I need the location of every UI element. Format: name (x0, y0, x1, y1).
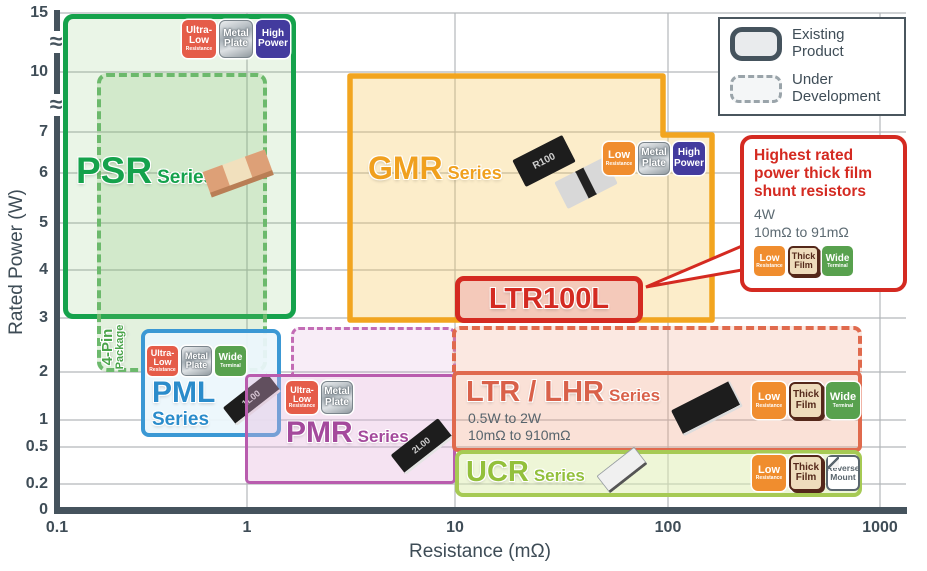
thick-film-badge: Thick Film (789, 382, 823, 419)
y-tick: 0 (39, 501, 48, 518)
ltr-lhr-resistance-spec: 10mΩ to 910mΩ (468, 427, 571, 443)
under-development-symbol (730, 75, 782, 104)
x-tick: 10 (446, 519, 464, 536)
low-resistance-badge: Low Resistance (603, 142, 635, 175)
ltr100l-annotation: Highest rated power thick film shunt res… (740, 135, 907, 292)
ultra-low-resistance-badge: Ultra- Low Resistance (147, 346, 178, 376)
metal-plate-badge: Metal Plate (321, 381, 353, 414)
wide-terminal-badge: Wide Terminal (822, 246, 853, 277)
x-tick: 1000 (862, 519, 898, 536)
low-resistance-badge: Low Resistance (752, 382, 786, 419)
high-power-badge: High Power (256, 20, 290, 58)
gmr-series-title: GMR Series (368, 150, 502, 186)
annotation-range: 10mΩ to 91mΩ (754, 224, 849, 241)
x-axis (54, 507, 907, 514)
legend-under-development: Under Development (730, 72, 894, 106)
low-resistance-badge: Low Resistance (752, 455, 786, 491)
ltr-lhr-power-spec: 0.5W to 2W (468, 410, 542, 426)
annotation-heading: Highest rated power thick film shunt res… (754, 147, 872, 200)
ltr-lhr-feature-badges: Low Resistance Thick Film Wide Terminal (752, 382, 860, 419)
gmr-feature-badges: Low Resistance Metal Plate High Power (603, 142, 705, 175)
four-pin-package-label: 4-Pin Package (99, 324, 126, 370)
ucr-feature-badges: Low Resistance Thick Film Reverse Mount (752, 455, 860, 491)
y-tick: 15 (30, 4, 48, 21)
annotation-power: 4W (754, 205, 775, 222)
wide-terminal-badge: Wide Terminal (826, 382, 860, 419)
metal-plate-badge: Metal Plate (181, 346, 212, 376)
pml-feature-badges: Ultra- Low Resistance Metal Plate Wide T… (147, 346, 246, 376)
reverse-mount-badge: Reverse Mount (826, 455, 860, 491)
page-fold-icon (828, 457, 839, 468)
high-power-badge: High Power (673, 142, 705, 175)
metal-plate-badge: Metal Plate (638, 142, 670, 175)
x-tick: 100 (654, 519, 682, 536)
y-tick: 0.2 (25, 475, 48, 492)
y-axis (54, 10, 60, 514)
metal-plate-badge: Metal Plate (219, 20, 253, 58)
wide-terminal-badge: Wide Terminal (215, 346, 246, 376)
y-tick: 1 (39, 411, 48, 428)
x-tick: 1 (242, 519, 252, 536)
x-axis-label: Resistance (mΩ) (409, 541, 551, 562)
ultra-low-resistance-badge: Ultra- Low Resistance (286, 381, 318, 414)
pmr-series-title: PMR Series (286, 416, 409, 449)
y-tick: 3 (39, 309, 48, 326)
psr-series-title: PSR Series (76, 150, 215, 191)
y-tick: 5 (39, 214, 48, 231)
y-tick: 7 (39, 123, 48, 140)
x-tick: 0.1 (45, 519, 69, 536)
thick-film-badge: Thick Film (789, 455, 823, 491)
y-tick: 0.5 (25, 438, 48, 455)
y-tick: 10 (30, 63, 48, 80)
pml-series-title: PML Series (152, 376, 216, 431)
y-tick: 4 (39, 261, 48, 278)
legend: Existing Product Under Development (718, 17, 906, 116)
y-axis-label: Rated Power (W) (6, 189, 27, 335)
annotation-feature-badges: Low Resistance Thick Film Wide Terminal (754, 246, 893, 277)
psr-under-development-region (97, 73, 267, 372)
ucr-series-title: UCR Series (466, 456, 585, 488)
gmr-series-region (347, 73, 715, 323)
low-resistance-badge: Low Resistance (754, 246, 785, 277)
psr-resistor-image (202, 149, 274, 198)
y-tick: 6 (39, 164, 48, 181)
ltr-lhr-series-title: LTR / LHR Series (466, 376, 661, 408)
pmr-feature-badges: Ultra- Low Resistance Metal Plate (286, 381, 353, 414)
thick-film-badge: Thick Film (788, 246, 819, 277)
existing-product-symbol (730, 27, 782, 61)
ultra-low-resistance-badge: Ultra- Low Resistance (182, 20, 216, 58)
psr-feature-badges: Ultra- Low Resistance Metal Plate High P… (182, 20, 290, 58)
ltr-lhr-under-development-region (452, 326, 862, 372)
legend-existing-product: Existing Product (730, 26, 894, 61)
ltr100l-highlight: LTR100L (455, 276, 643, 323)
y-tick: 2 (39, 363, 48, 380)
pmr-under-development-region (291, 327, 456, 375)
